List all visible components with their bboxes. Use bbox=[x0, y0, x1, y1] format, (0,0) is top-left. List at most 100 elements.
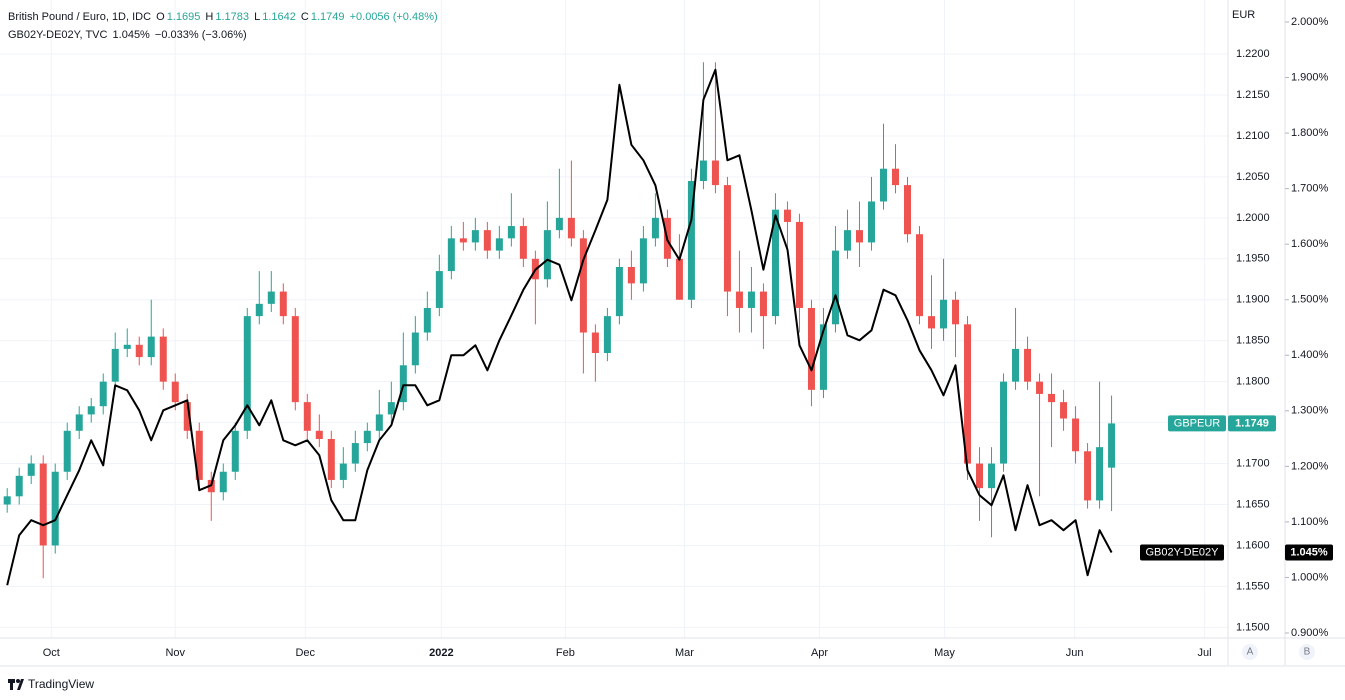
candle-body bbox=[27, 463, 35, 476]
candle-body bbox=[291, 316, 299, 403]
axis-button-label[interactable]: B bbox=[1304, 647, 1311, 658]
y-axis-label: EUR bbox=[1232, 9, 1255, 21]
axis-button[interactable] bbox=[1242, 644, 1258, 660]
candle-body bbox=[15, 475, 23, 497]
x-tick-label: Jun bbox=[1066, 647, 1084, 659]
y2-tick-label: 1.400% bbox=[1291, 349, 1329, 361]
candle-body bbox=[759, 291, 767, 317]
candle-body bbox=[988, 463, 996, 489]
candle-body bbox=[351, 443, 359, 464]
y2-tick-label: 1.000% bbox=[1291, 571, 1329, 583]
candle-body bbox=[447, 238, 455, 272]
candle-body bbox=[1072, 418, 1080, 452]
axis-button-label[interactable]: A bbox=[1247, 647, 1254, 658]
y-tick-label: 1.1800 bbox=[1236, 376, 1270, 388]
candle-body bbox=[147, 336, 155, 358]
candle-body bbox=[879, 168, 887, 202]
logo-text[interactable]: TradingView bbox=[28, 677, 94, 691]
candle-body bbox=[735, 291, 743, 308]
y-tick-label: 1.1600 bbox=[1236, 539, 1270, 551]
candle-body bbox=[976, 463, 984, 489]
candle-body bbox=[855, 230, 863, 243]
candle-body bbox=[111, 348, 119, 382]
ohlc-value: 1.1783 bbox=[215, 11, 250, 23]
x-tick-label: May bbox=[934, 647, 955, 659]
candle-body bbox=[891, 168, 899, 186]
y-tick-label: 1.2200 bbox=[1236, 48, 1270, 60]
marks bbox=[3, 62, 1116, 586]
ticks: Oct Nov Dec 2022 Feb Mar Apr May Jun Jul 1.1500 1.1… bbox=[43, 16, 1329, 659]
x-tick-label: Dec bbox=[295, 647, 315, 659]
candle-body bbox=[39, 463, 47, 546]
candle-body bbox=[303, 402, 311, 431]
candle-body bbox=[567, 217, 575, 239]
badges: GBPEUR 1.1749 GB02Y-DE02Y 1.045% bbox=[1140, 415, 1333, 561]
badge bbox=[1140, 544, 1224, 561]
candle-body bbox=[1024, 348, 1032, 382]
y2-tick-label: 1.900% bbox=[1291, 71, 1329, 83]
candle-body bbox=[243, 316, 251, 431]
candle-body bbox=[159, 336, 167, 382]
y-tick-label: 1.1500 bbox=[1236, 621, 1270, 633]
y-tick-label: 1.2050 bbox=[1236, 171, 1270, 183]
candle-body bbox=[267, 291, 275, 304]
candle-body bbox=[940, 299, 948, 329]
candle-body bbox=[363, 430, 371, 444]
candle-body bbox=[723, 185, 731, 292]
candle-body bbox=[771, 209, 779, 317]
candle-body bbox=[459, 238, 467, 243]
candle-body bbox=[1108, 423, 1116, 468]
candle-body bbox=[171, 381, 179, 403]
ohlc-letter: O bbox=[156, 11, 165, 23]
candle-body bbox=[1036, 381, 1044, 394]
candle-body bbox=[195, 430, 203, 480]
ohlc-letter: L bbox=[254, 11, 261, 23]
badge bbox=[1228, 415, 1276, 432]
candle-body bbox=[1060, 402, 1068, 419]
y-tick-label: 1.1950 bbox=[1236, 253, 1270, 265]
candle-body bbox=[135, 344, 143, 358]
candle-body bbox=[903, 185, 911, 235]
candle-body bbox=[471, 230, 479, 243]
axis-button[interactable] bbox=[1299, 644, 1315, 660]
logo-icon bbox=[17, 679, 24, 690]
candle-body bbox=[651, 217, 659, 239]
candle-body bbox=[327, 438, 335, 480]
badge-name: GBPEUR bbox=[1174, 417, 1221, 429]
candle-body bbox=[315, 430, 323, 439]
candle-body bbox=[507, 226, 515, 239]
candle-body bbox=[1000, 381, 1008, 464]
candle-body bbox=[711, 160, 719, 186]
candle-body bbox=[411, 332, 419, 366]
y2-tick-label: 1.300% bbox=[1291, 405, 1329, 417]
last-value: 1.045% bbox=[112, 29, 150, 41]
candle-body bbox=[783, 209, 791, 222]
badge bbox=[1285, 544, 1333, 561]
logo[interactable]: TradingView bbox=[8, 677, 94, 691]
series-header: GB02Y-DE02Y, TVC bbox=[8, 29, 108, 41]
candle-body bbox=[843, 230, 851, 251]
ohlc-value: 1.1695 bbox=[166, 11, 201, 23]
candle-body bbox=[63, 430, 71, 472]
y2-tick-label: 1.800% bbox=[1291, 127, 1329, 139]
candle-body bbox=[339, 463, 347, 480]
change-label: +0.0056 (+0.48%) bbox=[349, 11, 438, 23]
candle-body bbox=[231, 430, 239, 472]
candle-body bbox=[928, 316, 936, 329]
candle-body bbox=[807, 307, 815, 390]
y2-tick-label: 1.100% bbox=[1291, 516, 1329, 528]
candle-body bbox=[639, 238, 647, 284]
candle-body bbox=[495, 238, 503, 251]
candle-body bbox=[399, 365, 407, 403]
x-tick-label: Nov bbox=[165, 647, 185, 659]
candle-body bbox=[591, 332, 599, 353]
ohlc-value: 1.1749 bbox=[310, 11, 345, 23]
y2-tick-label: 1.500% bbox=[1291, 294, 1329, 306]
ohlc-letter: H bbox=[205, 11, 214, 23]
ohlc-value: 1.1642 bbox=[262, 11, 296, 23]
